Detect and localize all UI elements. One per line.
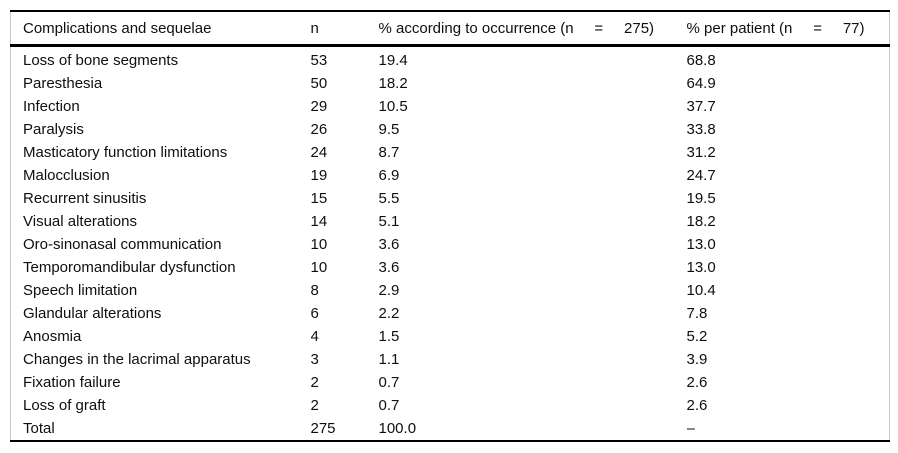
cell-n: 8	[310, 282, 319, 299]
cell-complication: Masticatory function limitations	[23, 144, 228, 161]
table-row: Paresthesia 50 18.2 64.9	[11, 72, 890, 95]
cell-pct-patient: 13.0	[686, 236, 716, 253]
cell-pct-occurrence: 0.7	[378, 397, 400, 414]
cell-n: 10	[310, 259, 328, 276]
table-row: Anosmia 4 1.5 5.2	[11, 325, 890, 348]
cell-pct-patient: 24.7	[686, 167, 716, 184]
cell-pct-occurrence: 6.9	[378, 167, 400, 184]
cell-pct-occurrence: 18.2	[378, 75, 408, 92]
cell-pct-patient: 2.6	[686, 374, 708, 391]
cell-pct-occurrence: 0.7	[378, 374, 400, 391]
cell-pct-occurrence: 2.9	[378, 282, 400, 299]
cell-pct-patient: 10.4	[686, 282, 716, 299]
cell-n: 3	[310, 351, 319, 368]
cell-complication: Total	[23, 420, 55, 437]
header-row: Complications and sequelae n % according…	[10, 11, 890, 47]
cell-pct-patient: 2.6	[686, 397, 708, 414]
cell-complication: Paresthesia	[23, 75, 103, 92]
cell-n: 19	[310, 167, 328, 184]
table-row: Masticatory function limitations 24 8.7 …	[11, 141, 890, 164]
cell-n: 24	[310, 144, 328, 161]
cell-n: 14	[310, 213, 328, 230]
cell-n: 53	[310, 52, 328, 69]
cell-complication: Infection	[23, 98, 80, 115]
cell-complication: Paralysis	[23, 121, 84, 138]
cell-pct-patient: 5.2	[686, 328, 708, 345]
cell-pct-patient: 31.2	[686, 144, 716, 161]
cell-n: 10	[310, 236, 328, 253]
table-row: Fixation failure 2 0.7 2.6	[11, 371, 890, 394]
cell-pct-patient: 33.8	[686, 121, 716, 138]
cell-complication: Recurrent sinusitis	[23, 190, 147, 207]
table-row: Changes in the lacrimal apparatus 3 1.1 …	[11, 348, 890, 371]
cell-pct-occurrence: 1.1	[378, 351, 400, 368]
cell-n: 15	[310, 190, 328, 207]
table-row: Total 275 100.0 –	[11, 417, 890, 441]
cell-pct-occurrence: 3.6	[378, 259, 400, 276]
cell-pct-patient: 64.9	[686, 75, 716, 92]
cell-complication: Fixation failure	[23, 374, 121, 391]
cell-complication: Visual alterations	[23, 213, 137, 230]
cell-complication: Temporomandibular dysfunction	[23, 259, 236, 276]
table-row: Oro-sinonasal communication 10 3.6 13.0	[11, 233, 890, 256]
cell-complication: Anosmia	[23, 328, 82, 345]
cell-n: 29	[310, 98, 328, 115]
cell-complication: Changes in the lacrimal apparatus	[23, 351, 251, 368]
cell-pct-patient: 18.2	[686, 213, 716, 230]
cell-pct-patient: 3.9	[686, 351, 708, 368]
table-row: Malocclusion 19 6.9 24.7	[11, 164, 890, 187]
cell-pct-occurrence: 8.7	[378, 144, 400, 161]
col-header-pct-occurrence: % according to occurrence (n = 275)	[378, 11, 687, 47]
table-row: Speech limitation 8 2.9 10.4	[11, 279, 890, 302]
table-body: Loss of bone segments 53 19.4 68.8 Pares…	[11, 46, 890, 442]
cell-pct-patient: 68.8	[686, 52, 716, 69]
col-header-pct-patient: % per patient (n = 77)	[686, 11, 890, 47]
cell-pct-occurrence: 2.2	[378, 305, 400, 322]
cell-pct-occurrence: 5.1	[378, 213, 400, 230]
table-header: Complications and sequelae n % according…	[10, 11, 890, 47]
table-row: Temporomandibular dysfunction 10 3.6 13.…	[11, 256, 890, 279]
cell-n: 50	[310, 75, 328, 92]
cell-pct-occurrence: 100.0	[378, 420, 417, 437]
cell-pct-occurrence: 10.5	[378, 98, 408, 115]
cell-complication: Malocclusion	[23, 167, 110, 184]
complications-table: Complications and sequelae n % according…	[10, 10, 890, 442]
cell-n: 275	[310, 420, 336, 437]
cell-n: 6	[310, 305, 319, 322]
cell-pct-occurrence: 5.5	[378, 190, 400, 207]
cell-complication: Glandular alterations	[23, 305, 162, 322]
cell-pct-occurrence: 3.6	[378, 236, 400, 253]
cell-pct-patient: 7.8	[686, 305, 708, 322]
table-row: Infection 29 10.5 37.7	[11, 95, 890, 118]
table-row: Loss of graft 2 0.7 2.6	[11, 394, 890, 417]
cell-complication: Oro-sinonasal communication	[23, 236, 222, 253]
cell-n: 2	[310, 397, 319, 414]
table-row: Loss of bone segments 53 19.4 68.8	[11, 46, 890, 73]
col-header-complications: Complications and sequelae	[10, 11, 311, 47]
table-row: Recurrent sinusitis 15 5.5 19.5	[11, 187, 890, 210]
cell-pct-patient: 19.5	[686, 190, 716, 207]
col-header-n: n	[310, 11, 379, 47]
cell-n: 4	[310, 328, 319, 345]
cell-pct-patient: –	[686, 420, 695, 437]
cell-pct-occurrence: 1.5	[378, 328, 400, 345]
cell-pct-occurrence: 19.4	[378, 52, 408, 69]
cell-n: 26	[310, 121, 328, 138]
table-row: Visual alterations 14 5.1 18.2	[11, 210, 890, 233]
table-row: Glandular alterations 6 2.2 7.8	[11, 302, 890, 325]
cell-pct-patient: 37.7	[686, 98, 716, 115]
cell-complication: Speech limitation	[23, 282, 138, 299]
cell-complication: Loss of bone segments	[23, 52, 179, 69]
table-row: Paralysis 26 9.5 33.8	[11, 118, 890, 141]
cell-n: 2	[310, 374, 319, 391]
cell-pct-occurrence: 9.5	[378, 121, 400, 138]
cell-complication: Loss of graft	[23, 397, 106, 414]
cell-pct-patient: 13.0	[686, 259, 716, 276]
